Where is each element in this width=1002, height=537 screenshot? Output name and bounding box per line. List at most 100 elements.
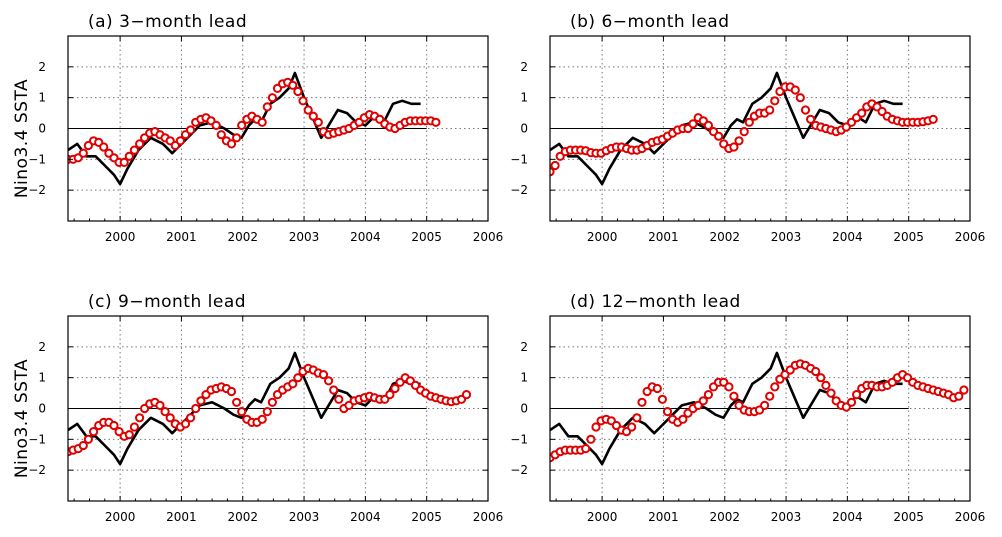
x-tick-label: 2002	[709, 230, 740, 244]
forecast-marker	[257, 414, 267, 424]
forecast-marker	[267, 397, 277, 407]
x-tick-label: 2001	[648, 510, 679, 524]
forecast-marker	[180, 419, 191, 429]
forecast-marker	[678, 414, 688, 424]
grid-lines	[550, 36, 970, 221]
x-tick-label: 2005	[893, 510, 924, 524]
y-tick-label: −1	[28, 432, 46, 446]
forecast-markers	[68, 363, 472, 457]
y-tick-label: 2	[520, 60, 528, 74]
x-tick-label: 2002	[227, 230, 258, 244]
forecast-marker	[303, 105, 313, 115]
forecast-marker	[165, 413, 175, 423]
forecast-markers	[550, 82, 938, 177]
forecast-marker	[318, 370, 329, 380]
forecast-marker	[216, 130, 226, 140]
forecast-marker	[262, 102, 272, 112]
forecast-marker	[652, 383, 662, 394]
forecast-marker	[729, 142, 739, 152]
panel-title: (c) 9−month lead	[88, 292, 246, 312]
y-tick-label: 2	[38, 340, 46, 354]
forecast-marker	[790, 85, 800, 95]
forecast-marker	[385, 390, 395, 400]
y-axis-label: Nino3.4 SSTA	[12, 359, 32, 478]
x-tick-label: 2002	[709, 510, 740, 524]
x-tick-label: 2003	[771, 510, 802, 524]
forecast-marker	[846, 397, 857, 407]
forecast-marker	[632, 413, 642, 423]
forecast-marker	[703, 120, 714, 131]
forecast-marker	[637, 397, 647, 407]
forecast-marker	[461, 390, 472, 400]
forecast-marker	[129, 422, 139, 432]
x-axis: 2000 2001 2002 2003 2004 2005 2006	[73, 36, 504, 244]
forecast-marker	[431, 117, 441, 127]
forecast-marker	[324, 376, 334, 386]
forecast-marker	[724, 382, 734, 392]
x-tick-label: 2003	[771, 230, 802, 244]
y-tick-label: 0	[520, 122, 528, 136]
x-tick-label: 2006	[955, 510, 986, 524]
y-tick-label: 1	[520, 91, 528, 105]
forecast-markers	[550, 359, 969, 463]
grid-lines	[550, 316, 970, 501]
x-axis: 2000 2001 2002 2003 2004 2005 2006	[555, 36, 985, 244]
forecast-marker	[662, 407, 673, 417]
x-tick-label: 2006	[473, 230, 504, 244]
forecast-marker	[186, 413, 196, 423]
forecast-marker	[99, 142, 109, 152]
y-tick-label: 1	[38, 371, 46, 385]
y-tick-label: 0	[38, 122, 46, 136]
y-tick-label: −1	[28, 152, 46, 166]
forecast-marker	[237, 120, 247, 131]
x-tick-label: 2000	[105, 510, 136, 524]
forecast-marker	[329, 385, 339, 395]
forecast-marker	[334, 394, 344, 404]
x-tick-label: 2000	[587, 230, 618, 244]
forecast-marker	[390, 383, 400, 394]
forecast-marker	[267, 93, 277, 103]
y-axis: −2 −1 0 1 2	[510, 60, 970, 197]
forecast-marker	[760, 400, 770, 410]
y-axis: −2 −1 0 1 2	[28, 60, 488, 197]
forecast-marker	[734, 136, 744, 146]
forecast-marker	[196, 396, 206, 406]
y-axis-label: Nino3.4 SSTA	[12, 79, 32, 198]
forecast-marker	[816, 373, 826, 383]
forecast-marker	[591, 422, 601, 432]
panel-title: (d) 12−month lead	[570, 292, 741, 312]
forecast-marker	[857, 108, 867, 118]
forecast-marker	[135, 413, 145, 423]
x-tick-label: 2004	[832, 510, 863, 524]
forecast-marker	[729, 391, 739, 401]
x-tick-label: 2000	[587, 510, 618, 524]
x-tick-label: 2004	[350, 230, 381, 244]
observed-line	[550, 71, 903, 186]
forecast-marker	[739, 127, 749, 137]
y-tick-label: 0	[520, 402, 528, 416]
forecast-marker	[257, 117, 267, 127]
x-tick-label: 2003	[289, 510, 320, 524]
panel-title: (b) 6−month lead	[570, 12, 730, 32]
forecast-marker	[698, 396, 708, 406]
forecast-marker	[211, 120, 221, 131]
forecast-marker	[124, 430, 134, 440]
panel-d: 2000 2001 2002 2003 2004 2005 2006 −2 −1 0 1 2 (d) 1…	[510, 292, 985, 524]
forecast-marker	[288, 80, 298, 90]
forecast-marker	[313, 117, 323, 127]
x-tick-label: 2002	[227, 510, 258, 524]
forecast-marker	[155, 400, 165, 410]
forecast-marker	[262, 407, 272, 417]
forecast-marker	[298, 96, 308, 106]
forecast-marker	[852, 390, 862, 400]
x-tick-label: 2001	[648, 230, 679, 244]
forecast-marker	[226, 139, 237, 149]
forecast-markers	[68, 77, 441, 167]
y-tick-label: 2	[38, 60, 46, 74]
y-tick-label: −2	[28, 183, 46, 197]
forecast-marker	[191, 403, 201, 414]
forecast-marker	[688, 119, 698, 129]
forecast-marker	[928, 114, 938, 124]
grid-lines	[68, 36, 488, 221]
